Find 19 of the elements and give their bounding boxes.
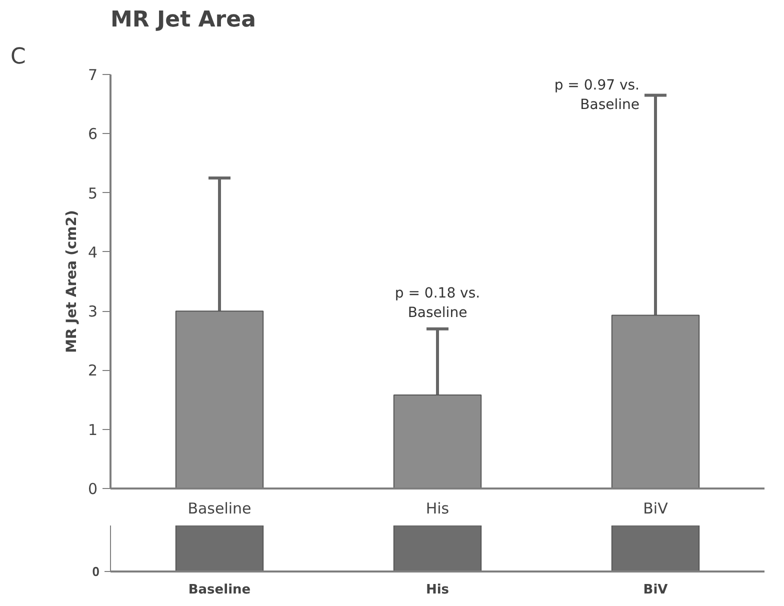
y-tick-label: 6 (88, 125, 98, 144)
y-tick-label: 3 (88, 302, 98, 321)
x-tick-label: BiV (643, 500, 669, 518)
y-tick-label: 2 (88, 362, 98, 380)
x-tick-label: BiV (643, 582, 668, 598)
annotation: p = 0.97 vs. Baseline (554, 78, 640, 113)
chart-title: MR Jet Area (110, 8, 256, 32)
y-tick-label: 4 (88, 243, 98, 262)
y-tick-label: 0 (88, 480, 98, 498)
x-tick-label: His (426, 500, 450, 518)
x-tick-label: Baseline (188, 500, 252, 518)
x-tick-label: Baseline (188, 582, 251, 598)
y-axis-title: MR Jet Area (cm2) (64, 210, 80, 353)
y-tick-label: 1 (88, 420, 98, 439)
x-tick-label: His (426, 582, 450, 598)
y-tick-label: 7 (88, 66, 98, 84)
y-tick-label: 5 (88, 184, 98, 202)
annotation: p = 0.18 vs. Baseline (394, 286, 480, 321)
text: C (10, 44, 26, 70)
